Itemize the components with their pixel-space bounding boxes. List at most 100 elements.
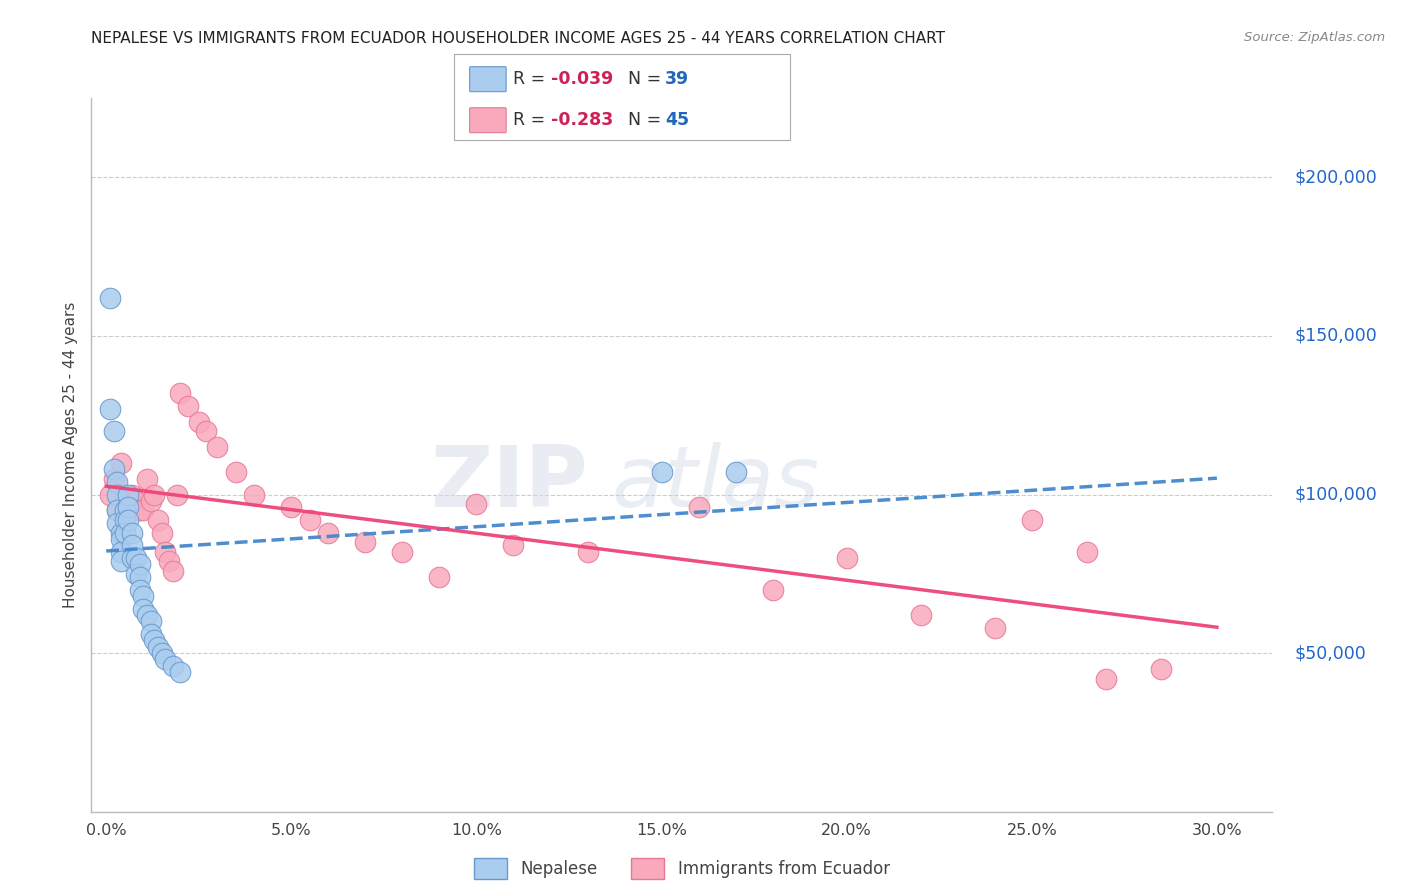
Point bbox=[1021, 513, 1043, 527]
Text: atlas: atlas bbox=[612, 442, 820, 525]
Point bbox=[105, 475, 128, 489]
Text: $200,000: $200,000 bbox=[1295, 169, 1378, 186]
Point bbox=[132, 503, 155, 517]
Point bbox=[762, 582, 785, 597]
Point bbox=[162, 658, 184, 673]
Text: 39: 39 bbox=[665, 70, 689, 88]
Point bbox=[354, 535, 377, 549]
Point bbox=[166, 487, 188, 501]
Point bbox=[117, 513, 139, 527]
Y-axis label: Householder Income Ages 25 - 44 years: Householder Income Ages 25 - 44 years bbox=[62, 301, 77, 608]
Point bbox=[117, 494, 139, 508]
Text: R =: R = bbox=[513, 70, 551, 88]
Point bbox=[162, 564, 184, 578]
Point bbox=[110, 554, 132, 568]
Point bbox=[135, 472, 157, 486]
Point bbox=[114, 513, 136, 527]
Point bbox=[225, 466, 247, 480]
Point bbox=[169, 386, 191, 401]
Point bbox=[105, 503, 128, 517]
Text: 45: 45 bbox=[665, 112, 689, 129]
Point bbox=[576, 544, 599, 558]
Point bbox=[114, 487, 136, 501]
Point bbox=[195, 424, 218, 438]
Point bbox=[391, 544, 413, 558]
Point bbox=[280, 500, 302, 515]
Point bbox=[98, 401, 121, 416]
Point bbox=[105, 503, 128, 517]
Point bbox=[150, 646, 173, 660]
Text: $100,000: $100,000 bbox=[1295, 485, 1378, 504]
Point bbox=[502, 538, 524, 552]
Point bbox=[132, 601, 155, 615]
Point bbox=[114, 525, 136, 540]
Text: -0.283: -0.283 bbox=[551, 112, 613, 129]
Point bbox=[114, 503, 136, 517]
Point bbox=[465, 497, 488, 511]
Point bbox=[110, 456, 132, 470]
Point bbox=[429, 570, 451, 584]
Point bbox=[207, 440, 229, 454]
Point bbox=[146, 513, 169, 527]
Point bbox=[98, 487, 121, 501]
Point bbox=[128, 582, 150, 597]
Point bbox=[121, 487, 143, 501]
Point bbox=[169, 665, 191, 680]
Point bbox=[114, 503, 136, 517]
Point bbox=[132, 589, 155, 603]
Point bbox=[984, 621, 1007, 635]
Point bbox=[121, 525, 143, 540]
Point bbox=[110, 544, 132, 558]
Point bbox=[117, 500, 139, 515]
Point bbox=[1150, 662, 1173, 676]
Point bbox=[110, 525, 132, 540]
Point bbox=[146, 640, 169, 654]
Point bbox=[724, 466, 747, 480]
Point bbox=[103, 424, 125, 438]
Point bbox=[103, 472, 125, 486]
Point bbox=[150, 525, 173, 540]
Point bbox=[155, 652, 177, 666]
Point bbox=[318, 525, 340, 540]
Point bbox=[688, 500, 710, 515]
Point bbox=[157, 554, 180, 568]
Point bbox=[298, 513, 321, 527]
Point bbox=[128, 558, 150, 572]
Point bbox=[1076, 544, 1098, 558]
Point bbox=[117, 487, 139, 501]
Point bbox=[910, 608, 932, 623]
Point bbox=[105, 487, 128, 501]
Point bbox=[143, 633, 166, 648]
Legend: Nepalese, Immigrants from Ecuador: Nepalese, Immigrants from Ecuador bbox=[467, 852, 897, 886]
Point bbox=[121, 538, 143, 552]
Point bbox=[121, 551, 143, 566]
Point bbox=[110, 532, 132, 546]
Point bbox=[243, 487, 266, 501]
Text: N =: N = bbox=[628, 70, 668, 88]
Point bbox=[135, 608, 157, 623]
Point bbox=[98, 291, 121, 305]
Point bbox=[105, 516, 128, 530]
Text: R =: R = bbox=[513, 112, 551, 129]
Text: -0.039: -0.039 bbox=[551, 70, 613, 88]
Point bbox=[139, 494, 162, 508]
Point bbox=[139, 627, 162, 641]
Point bbox=[103, 462, 125, 476]
Point bbox=[835, 551, 858, 566]
Point bbox=[128, 570, 150, 584]
Text: $50,000: $50,000 bbox=[1295, 644, 1367, 662]
Point bbox=[125, 551, 148, 566]
Point bbox=[651, 466, 673, 480]
Text: NEPALESE VS IMMIGRANTS FROM ECUADOR HOUSEHOLDER INCOME AGES 25 - 44 YEARS CORREL: NEPALESE VS IMMIGRANTS FROM ECUADOR HOUS… bbox=[91, 31, 945, 46]
Point bbox=[125, 494, 148, 508]
Point bbox=[176, 399, 198, 413]
Text: N =: N = bbox=[628, 112, 668, 129]
Text: Source: ZipAtlas.com: Source: ZipAtlas.com bbox=[1244, 31, 1385, 45]
Point bbox=[125, 566, 148, 581]
Text: ZIP: ZIP bbox=[430, 442, 588, 525]
Point bbox=[155, 544, 177, 558]
Text: $150,000: $150,000 bbox=[1295, 327, 1378, 345]
Point bbox=[128, 503, 150, 517]
Point bbox=[1095, 672, 1118, 686]
Point bbox=[143, 487, 166, 501]
